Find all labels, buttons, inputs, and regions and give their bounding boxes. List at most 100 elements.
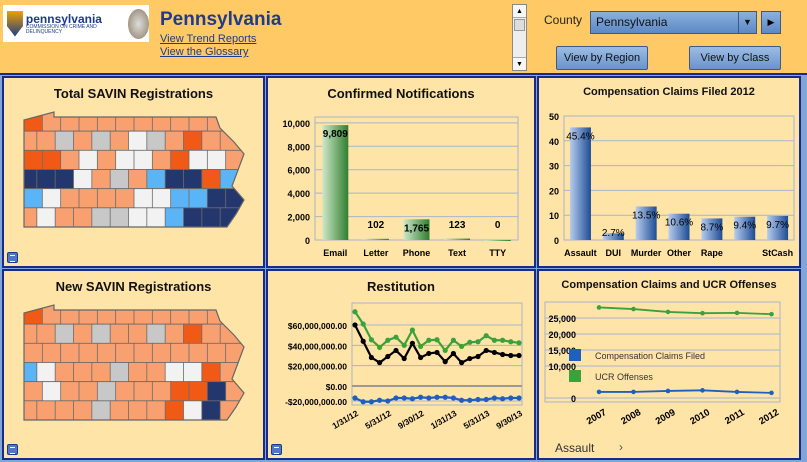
data-point bbox=[500, 396, 506, 402]
bar bbox=[569, 127, 591, 240]
scroll-up-icon[interactable]: ▲ bbox=[513, 5, 526, 18]
data-point bbox=[450, 395, 456, 401]
crime-filter-label[interactable]: Assault bbox=[555, 441, 595, 455]
data-point bbox=[459, 397, 465, 403]
county-select[interactable]: Pennsylvania ▼ bbox=[590, 11, 757, 34]
county-region bbox=[206, 342, 228, 363]
series-line bbox=[354, 311, 520, 353]
data-point bbox=[467, 355, 473, 362]
data-label: 9,809 bbox=[323, 129, 348, 140]
bar bbox=[701, 218, 723, 240]
data-point bbox=[596, 389, 602, 395]
x-tick-label: Other bbox=[667, 248, 692, 258]
data-label: 2.7% bbox=[602, 228, 625, 239]
state-outline bbox=[23, 111, 245, 228]
county-region bbox=[206, 149, 228, 170]
data-point bbox=[393, 347, 399, 354]
county-region bbox=[225, 112, 244, 132]
page-title: Pennsylvania bbox=[160, 9, 282, 30]
y-tick-label: 0 bbox=[571, 394, 576, 404]
county-region bbox=[206, 305, 228, 325]
x-tick-label: 2009 bbox=[654, 407, 678, 427]
plot-area bbox=[544, 301, 781, 403]
county-region bbox=[78, 112, 99, 132]
county-region bbox=[96, 188, 118, 209]
scroll-thumb[interactable] bbox=[514, 19, 525, 31]
county-region bbox=[133, 381, 154, 402]
data-point bbox=[500, 351, 506, 358]
county-region bbox=[170, 112, 191, 132]
county-region bbox=[96, 342, 118, 363]
header-scrollbar[interactable]: ▲ ▼ bbox=[512, 4, 527, 71]
y-tick-label: -$20,000,000.00 bbox=[285, 397, 347, 407]
county-group bbox=[24, 112, 244, 227]
data-point bbox=[377, 397, 383, 403]
y-tick-label: 8,000 bbox=[287, 142, 310, 152]
data-point bbox=[426, 395, 432, 401]
y-tick-label: 40 bbox=[549, 137, 559, 147]
ucr-chart: 0 10,000 15,000 20,000 25,000 Compensation Cl… bbox=[544, 301, 781, 427]
county-region bbox=[78, 188, 99, 209]
legend-swatch bbox=[569, 370, 581, 382]
view-by-class-button[interactable]: View by Class bbox=[689, 46, 781, 70]
next-county-button[interactable]: ▶ bbox=[761, 11, 781, 34]
x-tick-label: 9/30/12 bbox=[396, 408, 426, 431]
play-arrow-icon: ▶ bbox=[767, 17, 775, 27]
county-region bbox=[24, 188, 44, 209]
scroll-down-icon[interactable]: ▼ bbox=[513, 57, 526, 70]
data-point bbox=[516, 340, 522, 346]
bar bbox=[322, 125, 349, 240]
menu-icon[interactable] bbox=[7, 252, 18, 263]
data-point bbox=[442, 359, 448, 365]
data-point bbox=[442, 394, 448, 400]
bar bbox=[602, 233, 624, 240]
data-point bbox=[385, 337, 391, 343]
county-region bbox=[60, 305, 81, 325]
series-line bbox=[354, 324, 519, 364]
data-point bbox=[393, 395, 399, 401]
data-point bbox=[360, 399, 366, 405]
data-point bbox=[360, 321, 366, 327]
x-tick-label: Rape bbox=[701, 248, 723, 258]
y-tick-label: $40,000,000.00 bbox=[288, 341, 347, 351]
x-tick-label: 9/30/13 bbox=[494, 408, 524, 431]
panel-title: New SAVIN Registrations bbox=[55, 279, 212, 294]
county-region bbox=[188, 305, 209, 325]
county-region bbox=[60, 149, 81, 170]
new-savin-map[interactable] bbox=[4, 271, 267, 462]
data-point bbox=[409, 327, 415, 333]
data-point bbox=[516, 395, 522, 401]
x-tick-label: 1/31/12 bbox=[330, 408, 360, 431]
y-tick-label: 20,000 bbox=[548, 330, 576, 340]
x-tick-label: DUI bbox=[606, 248, 622, 258]
chevron-down-icon[interactable]: ▼ bbox=[738, 12, 756, 33]
chart-title: Compensation Claims and UCR Offenses bbox=[561, 279, 777, 291]
x-tick-label: 2008 bbox=[619, 407, 643, 427]
county-region bbox=[60, 381, 81, 402]
x-tick-label: Letter bbox=[363, 248, 389, 258]
county-region bbox=[41, 381, 63, 402]
view-trend-reports-link[interactable]: View Trend Reports bbox=[160, 33, 257, 45]
x-tick-label: Text bbox=[448, 248, 466, 258]
y-tick-label: $60,000,000.00 bbox=[288, 321, 347, 331]
county-region bbox=[170, 342, 191, 363]
x-tick-label: Phone bbox=[403, 248, 431, 258]
total-savin-map[interactable] bbox=[4, 78, 267, 270]
county-region bbox=[115, 112, 136, 132]
y-tick-label: 0 bbox=[554, 236, 559, 246]
menu-icon[interactable] bbox=[7, 444, 18, 455]
view-by-region-button[interactable]: View by Region bbox=[556, 46, 648, 70]
data-point bbox=[516, 352, 522, 359]
data-point bbox=[483, 347, 489, 354]
view-glossary-link[interactable]: View the Glossary bbox=[160, 46, 249, 58]
chevron-right-icon[interactable]: › bbox=[619, 440, 623, 454]
data-point bbox=[467, 397, 473, 403]
y-tick-label: $20,000,000.00 bbox=[288, 362, 347, 372]
data-point bbox=[418, 343, 424, 349]
menu-icon[interactable] bbox=[271, 444, 282, 455]
data-point bbox=[734, 389, 740, 395]
data-point bbox=[401, 342, 407, 348]
data-point bbox=[475, 396, 481, 403]
county-region bbox=[206, 112, 228, 132]
county-region bbox=[170, 149, 191, 170]
